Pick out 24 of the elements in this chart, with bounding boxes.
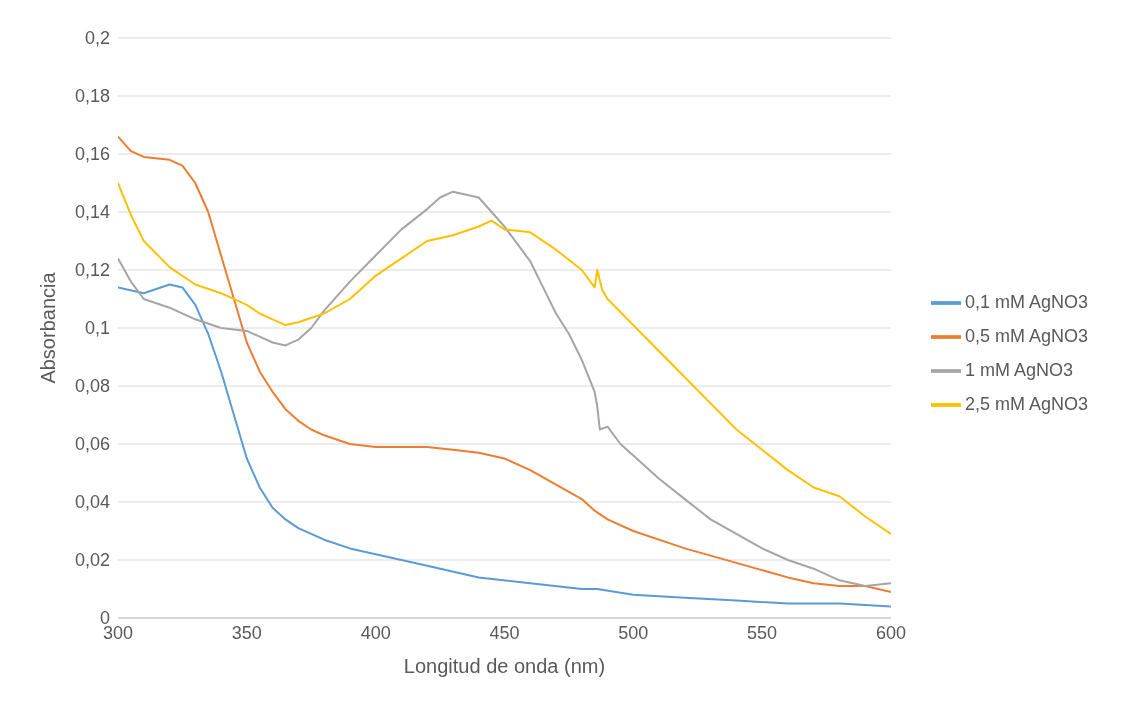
y-tick-label: 0,12 bbox=[74, 260, 110, 281]
y-tick-label: 0,08 bbox=[74, 376, 110, 397]
x-tick-label: 500 bbox=[618, 622, 649, 643]
legend-label: 0,1 mM AgNO3 bbox=[964, 292, 1088, 312]
legend-label: 2,5 mM AgNO3 bbox=[964, 394, 1088, 414]
x-tick-label: 350 bbox=[231, 622, 262, 643]
y-tick-label: 0,16 bbox=[74, 144, 110, 165]
y-tick-label: 0,14 bbox=[74, 202, 110, 223]
x-tick-label: 450 bbox=[489, 622, 520, 643]
line-series bbox=[118, 283, 891, 608]
y-tick-label: 0,18 bbox=[74, 86, 110, 107]
x-tick-label: 400 bbox=[360, 622, 391, 643]
x-tick-label: 550 bbox=[747, 622, 778, 643]
line-series bbox=[118, 182, 891, 535]
x-tick-label: 600 bbox=[875, 622, 906, 643]
x-axis-title: Longitud de onda (nm) bbox=[403, 655, 606, 677]
legend-label: 1 mM AgNO3 bbox=[964, 360, 1073, 380]
y-tick-label: 0,06 bbox=[74, 434, 110, 455]
y-axis-title: Absorbancia bbox=[37, 271, 60, 384]
y-tick-label: 0,1 bbox=[84, 318, 110, 339]
legend-label: 0,5 mM AgNO3 bbox=[964, 326, 1088, 346]
y-tick-label: 0,2 bbox=[84, 28, 110, 49]
y-tick-label: 0,02 bbox=[74, 550, 110, 571]
y-tick-label: 0,04 bbox=[74, 492, 110, 513]
